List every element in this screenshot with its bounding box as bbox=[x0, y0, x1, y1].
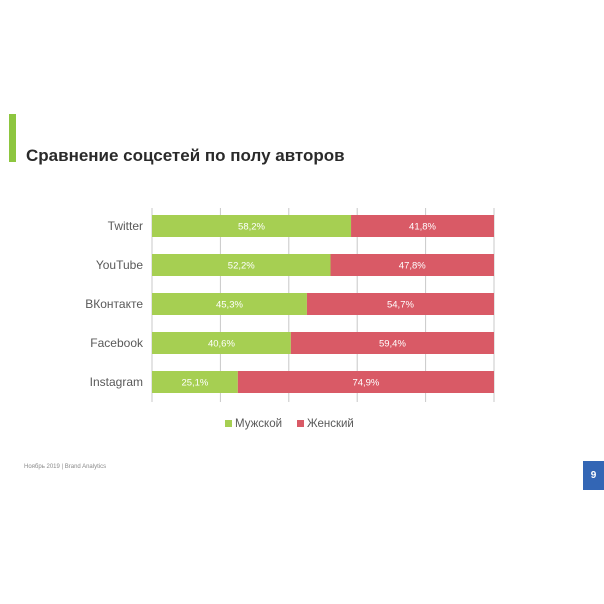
data-label: 54,7% bbox=[387, 300, 414, 311]
bar-female bbox=[237, 371, 495, 393]
bar-female bbox=[290, 332, 494, 354]
data-label: 25,1% bbox=[181, 378, 208, 389]
category-label: ВКонтакте bbox=[85, 297, 143, 311]
data-label: 52,2% bbox=[228, 261, 255, 272]
bar-male bbox=[152, 332, 291, 354]
bar-male bbox=[152, 371, 238, 393]
bar-male bbox=[152, 293, 307, 315]
legend-swatch-male bbox=[225, 420, 232, 427]
data-label: 58,2% bbox=[238, 222, 265, 233]
legend-swatch-female bbox=[297, 420, 304, 427]
data-label: 47,8% bbox=[399, 261, 426, 272]
category-label: Twitter bbox=[108, 219, 143, 233]
category-label: Instagram bbox=[90, 375, 143, 389]
slide-title: Сравнение соцсетей по полу авторов bbox=[26, 146, 345, 165]
footer-source: Ноябрь 2019 | Brand Analytics bbox=[24, 464, 107, 470]
bar-female bbox=[330, 254, 494, 276]
data-label: 41,8% bbox=[409, 222, 436, 233]
page-number-badge: 9 bbox=[583, 461, 604, 490]
category-label: YouTube bbox=[96, 258, 143, 272]
legend-label-female: Женский bbox=[307, 418, 354, 430]
bar-female bbox=[306, 293, 494, 315]
bar-male bbox=[152, 215, 352, 237]
data-label: 45,3% bbox=[216, 300, 243, 311]
data-label: 74,9% bbox=[352, 378, 379, 389]
legend-label-male: Мужской bbox=[235, 418, 282, 430]
bar-male bbox=[152, 254, 331, 276]
accent-bar bbox=[9, 114, 16, 162]
bar-female bbox=[351, 215, 494, 237]
category-label: Facebook bbox=[90, 336, 144, 350]
data-label: 40,6% bbox=[208, 339, 235, 350]
data-label: 59,4% bbox=[379, 339, 406, 350]
